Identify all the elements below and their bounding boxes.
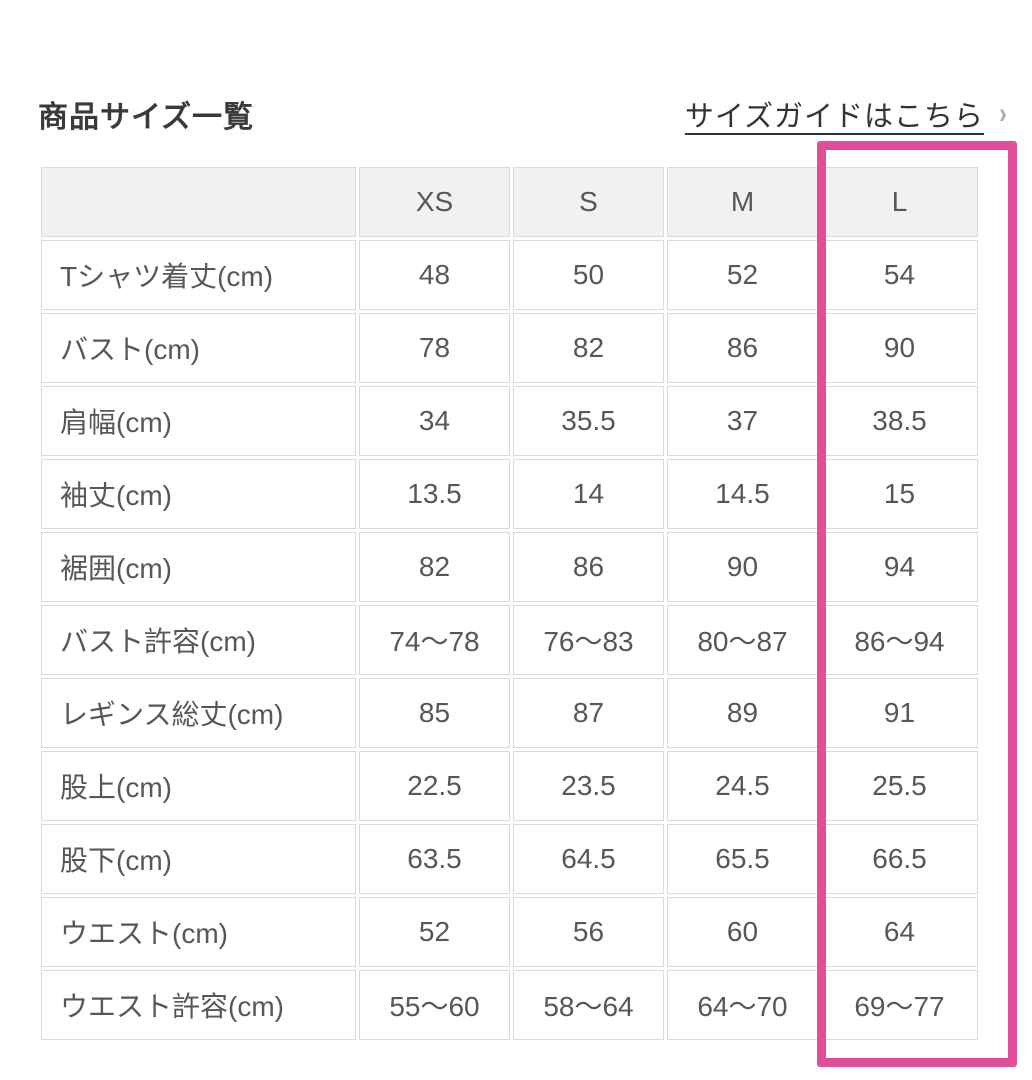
size-value-cell: 38.5 (821, 386, 978, 456)
row-label: レギンス総丈(cm) (41, 678, 356, 748)
corner-cell (41, 167, 356, 237)
row-label: バスト(cm) (41, 313, 356, 383)
size-value-cell: 14.5 (667, 459, 818, 529)
page-title: 商品サイズ一覧 (38, 101, 255, 134)
size-value-cell: 82 (359, 532, 510, 602)
size-value-cell: 64.5 (513, 824, 664, 894)
size-value-cell: 78 (359, 313, 510, 383)
size-value-cell: 91 (821, 678, 978, 748)
row-label: 肩幅(cm) (41, 386, 356, 456)
size-value-cell: 14 (513, 459, 664, 529)
size-value-cell: 82 (513, 313, 664, 383)
size-value-cell: 56 (513, 897, 664, 967)
row-label: 股上(cm) (41, 751, 356, 821)
col-header-l: L (821, 167, 978, 237)
table-row: 裾囲(cm) 82 86 90 94 (41, 532, 978, 602)
size-value-cell: 89 (667, 678, 818, 748)
size-guide-link-label[interactable]: サイズガイドはこちら (684, 101, 984, 133)
size-value-cell: 87 (513, 678, 664, 748)
size-value-cell: 52 (359, 897, 510, 967)
size-value-cell: 86〜94 (821, 605, 978, 675)
size-table-head: XS S M L (41, 167, 978, 237)
size-value-cell: 50 (513, 240, 664, 310)
size-value-cell: 24.5 (667, 751, 818, 821)
size-table-body: Tシャツ着丈(cm) 48 50 52 54 バスト(cm) 78 82 86 90 肩幅(cm) 3… (41, 240, 978, 1040)
size-value-cell: 37 (667, 386, 818, 456)
table-row: 股下(cm) 63.5 64.5 65.5 66.5 (41, 824, 978, 894)
size-value-cell: 48 (359, 240, 510, 310)
size-value-cell: 34 (359, 386, 510, 456)
section-header: 商品サイズ一覧 サイズガイドはこちら › (38, 92, 1008, 136)
size-value-cell: 15 (821, 459, 978, 529)
row-label: 裾囲(cm) (41, 532, 356, 602)
size-value-cell: 23.5 (513, 751, 664, 821)
col-header-xs: XS (359, 167, 510, 237)
col-header-s: S (513, 167, 664, 237)
size-value-cell: 35.5 (513, 386, 664, 456)
size-table: XS S M L Tシャツ着丈(cm) 48 50 52 54 バスト(cm) 78 82 86 90 肩… (38, 164, 981, 1043)
table-row: ウエスト許容(cm) 55〜60 58〜64 64〜70 69〜77 (41, 970, 978, 1040)
size-value-cell: 63.5 (359, 824, 510, 894)
size-value-cell: 54 (821, 240, 978, 310)
table-row: バスト許容(cm) 74〜78 76〜83 80〜87 86〜94 (41, 605, 978, 675)
size-value-cell: 52 (667, 240, 818, 310)
size-value-cell: 86 (667, 313, 818, 383)
size-value-cell: 94 (821, 532, 978, 602)
size-value-cell: 76〜83 (513, 605, 664, 675)
col-header-m: M (667, 167, 818, 237)
table-row: 肩幅(cm) 34 35.5 37 38.5 (41, 386, 978, 456)
header-row: XS S M L (41, 167, 978, 237)
table-row: 股上(cm) 22.5 23.5 24.5 25.5 (41, 751, 978, 821)
size-value-cell: 90 (667, 532, 818, 602)
size-value-cell: 66.5 (821, 824, 978, 894)
size-value-cell: 60 (667, 897, 818, 967)
size-value-cell: 74〜78 (359, 605, 510, 675)
table-row: 袖丈(cm) 13.5 14 14.5 15 (41, 459, 978, 529)
chevron-right-icon: › (999, 97, 1007, 130)
row-label: ウエスト(cm) (41, 897, 356, 967)
table-row: ウエスト(cm) 52 56 60 64 (41, 897, 978, 967)
size-value-cell: 85 (359, 678, 510, 748)
size-guide-link[interactable]: サイズガイドはこちら › (685, 93, 1008, 135)
table-row: バスト(cm) 78 82 86 90 (41, 313, 978, 383)
size-value-cell: 55〜60 (359, 970, 510, 1040)
size-value-cell: 64〜70 (667, 970, 818, 1040)
size-value-cell: 86 (513, 532, 664, 602)
size-value-cell: 22.5 (359, 751, 510, 821)
row-label: 股下(cm) (41, 824, 356, 894)
row-label: 袖丈(cm) (41, 459, 356, 529)
size-value-cell: 80〜87 (667, 605, 818, 675)
size-value-cell: 90 (821, 313, 978, 383)
size-value-cell: 65.5 (667, 824, 818, 894)
size-value-cell: 25.5 (821, 751, 978, 821)
size-value-cell: 13.5 (359, 459, 510, 529)
table-row: Tシャツ着丈(cm) 48 50 52 54 (41, 240, 978, 310)
row-label: ウエスト許容(cm) (41, 970, 356, 1040)
size-value-cell: 64 (821, 897, 978, 967)
row-label: バスト許容(cm) (41, 605, 356, 675)
size-value-cell: 69〜77 (821, 970, 978, 1040)
row-label: Tシャツ着丈(cm) (41, 240, 356, 310)
table-row: レギンス総丈(cm) 85 87 89 91 (41, 678, 978, 748)
size-value-cell: 58〜64 (513, 970, 664, 1040)
